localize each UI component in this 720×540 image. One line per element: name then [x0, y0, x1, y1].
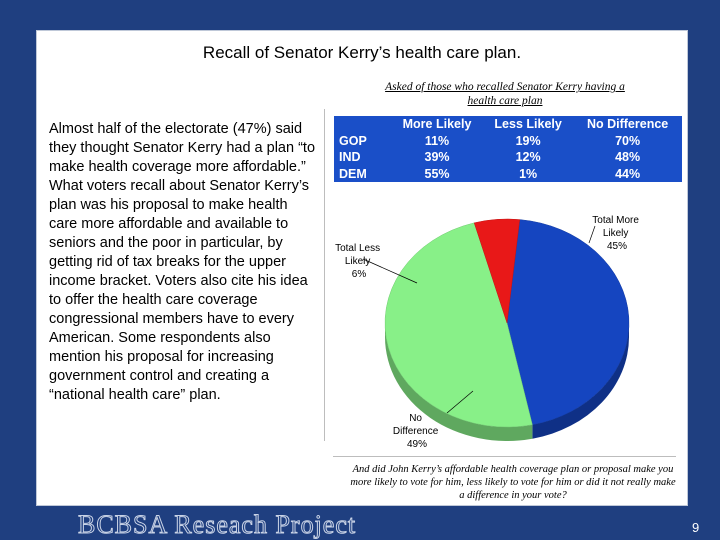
- leader-line-more: [588, 225, 596, 244]
- table-header-cell: Less Likely: [494, 117, 562, 132]
- pie-chart: Total More Likely 45% Total Less Likely …: [335, 215, 641, 450]
- table-cell: 1%: [519, 166, 538, 181]
- page-number: 9: [692, 520, 700, 535]
- leader-line-nodiff: [446, 390, 474, 414]
- slice-label-nodiff: No Difference 49%: [393, 413, 441, 450]
- table-header-cell: No Difference: [586, 117, 669, 132]
- horizontal-divider: [333, 456, 676, 457]
- slice-label-less: Total Less Likely 6%: [335, 243, 383, 280]
- slide-title: Recall of Senator Kerry’s health care pl…: [202, 43, 522, 62]
- table-header-row: More Likely Less Likely No Difference: [334, 116, 682, 133]
- leader-line-less: [362, 258, 418, 284]
- pie-wall-no-difference: [385, 323, 533, 441]
- table-cell: 11%: [424, 133, 450, 148]
- table-row: DEM 55% 1% 44%: [334, 166, 682, 183]
- table-cell: 39%: [424, 150, 450, 165]
- table-cell: 44%: [615, 166, 641, 181]
- table-cell: 19%: [515, 133, 541, 148]
- summary-text: Almost half of the electorate (47%) said…: [49, 121, 316, 403]
- table-cell: 70%: [615, 133, 641, 148]
- chart-subtitle: Asked of those who recalled Senator Kerr…: [385, 81, 625, 107]
- table-cell: 12%: [515, 150, 541, 165]
- table-header-cell: More Likely: [402, 117, 472, 132]
- slice-label-more: Total More Likely 45%: [592, 215, 641, 252]
- table-row-label: GOP: [339, 133, 367, 148]
- project-footer: BCBSA Reseach Project: [77, 510, 357, 540]
- pie-slice-no-difference: [384, 222, 533, 428]
- table-cell: 48%: [615, 150, 641, 165]
- crosstab-table: More Likely Less Likely No Difference GO…: [334, 116, 682, 182]
- table-row: GOP 11% 19% 70%: [334, 133, 682, 150]
- pie-slice-total-more-likely: [506, 219, 630, 426]
- table-header-cell: [334, 116, 391, 133]
- pie-slices: [384, 218, 630, 441]
- table-row: IND 39% 12% 48%: [334, 149, 682, 166]
- pie-slice-total-less-likely: [473, 218, 521, 324]
- survey-question: And did John Kerry’s affordable health c…: [350, 464, 676, 501]
- table-cell: 55%: [424, 166, 450, 181]
- slide: Recall of Senator Kerry’s health care pl…: [36, 30, 688, 506]
- table-row-label: DEM: [339, 166, 367, 181]
- table-row-label: IND: [339, 150, 361, 165]
- vertical-divider: [324, 109, 325, 441]
- pie-wall-total-more-likely: [532, 323, 629, 439]
